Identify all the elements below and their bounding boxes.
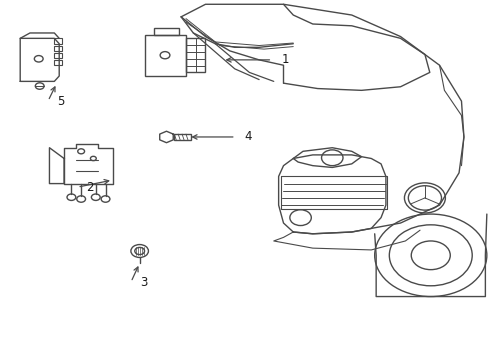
Bar bbox=[54, 53, 61, 58]
Bar bbox=[54, 45, 61, 51]
Text: 1: 1 bbox=[281, 53, 288, 66]
Text: 2: 2 bbox=[86, 181, 94, 194]
Bar bbox=[185, 39, 205, 72]
Bar bbox=[144, 35, 185, 76]
Bar bbox=[54, 60, 61, 65]
Bar bbox=[154, 28, 178, 35]
Bar bbox=[174, 134, 190, 140]
Text: 5: 5 bbox=[57, 95, 64, 108]
Bar bbox=[54, 39, 61, 44]
Text: 4: 4 bbox=[244, 130, 252, 144]
Text: 3: 3 bbox=[140, 276, 147, 289]
